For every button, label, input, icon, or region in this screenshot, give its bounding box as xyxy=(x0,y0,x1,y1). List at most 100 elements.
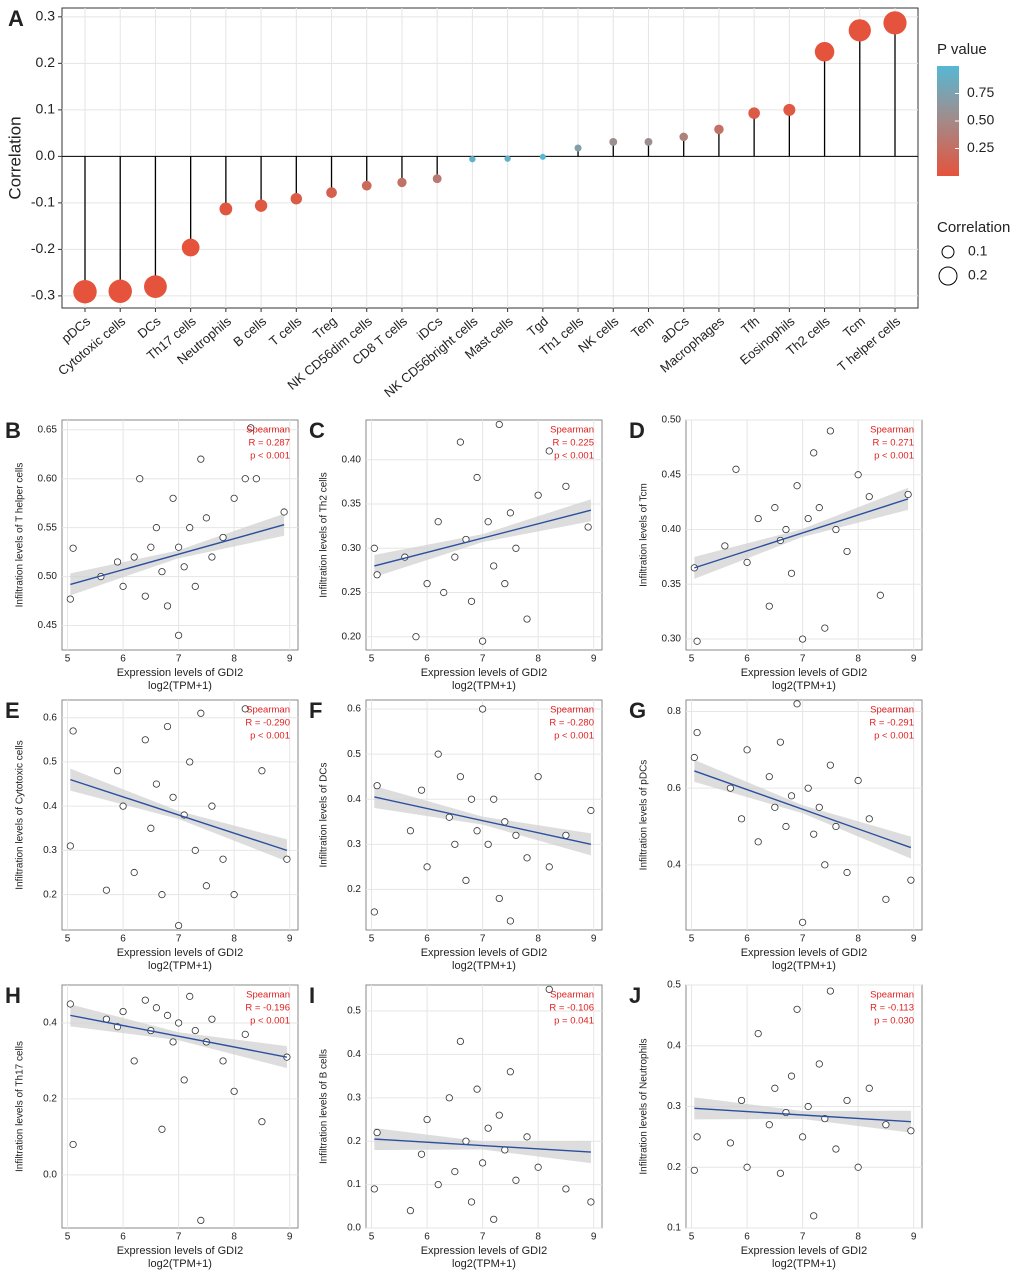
x-axis-title: Expression levels of GDI2 xyxy=(117,667,244,679)
dot xyxy=(848,19,871,42)
y-tick-label: 0.5 xyxy=(43,757,57,768)
x-tick-label: 7 xyxy=(800,654,806,665)
point xyxy=(787,569,796,577)
stat-annotation: p < 0.001 xyxy=(250,451,290,462)
x-tick-label: 9 xyxy=(591,934,597,945)
fit-line xyxy=(374,509,592,567)
y-tick-label: 0.35 xyxy=(342,499,362,510)
point xyxy=(826,427,834,435)
point xyxy=(832,822,840,831)
point xyxy=(534,1163,542,1171)
x-tick-label: 6 xyxy=(120,934,126,945)
point xyxy=(732,465,740,473)
y-tick-label: 0.4 xyxy=(347,794,361,805)
point xyxy=(787,792,796,800)
x-tick-label: 5 xyxy=(689,1232,695,1243)
point xyxy=(843,868,851,877)
stat-annotation: p < 0.001 xyxy=(554,451,594,462)
point xyxy=(119,802,127,810)
x-tick-label: 6 xyxy=(744,654,750,665)
point xyxy=(523,1133,531,1141)
point xyxy=(865,1084,873,1092)
point xyxy=(219,1057,227,1065)
y-tick-label: 0.4 xyxy=(347,1049,361,1060)
dot xyxy=(326,187,337,198)
fit-line xyxy=(694,498,909,569)
point xyxy=(445,813,453,821)
legend-title: Correlation xyxy=(937,219,1010,236)
point xyxy=(693,1133,701,1141)
point xyxy=(373,571,381,579)
y-tick-label: 0.25 xyxy=(342,587,362,598)
point xyxy=(882,895,890,903)
panel-letter: D xyxy=(629,418,645,443)
point xyxy=(821,624,829,632)
dot xyxy=(181,238,200,257)
y-tick-label: 0.6 xyxy=(347,704,361,715)
x-axis-subtitle: log2(TPM+1) xyxy=(148,1258,212,1270)
y-tick-label: 0.0 xyxy=(347,1223,361,1234)
point xyxy=(158,568,166,576)
point xyxy=(545,447,553,455)
point xyxy=(66,595,74,603)
y-tick-label: 0.3 xyxy=(347,1092,361,1103)
point xyxy=(765,1121,773,1129)
stat-annotation: Spearman xyxy=(550,990,594,1001)
point xyxy=(241,705,249,713)
point xyxy=(152,524,160,532)
point xyxy=(693,728,701,737)
point xyxy=(587,806,595,815)
point xyxy=(434,1181,442,1189)
x-axis-title: Expression levels of GDI2 xyxy=(741,947,868,959)
fit-line xyxy=(374,796,592,845)
point xyxy=(865,815,873,823)
point xyxy=(587,1198,595,1206)
point xyxy=(832,525,840,534)
point xyxy=(843,1096,851,1105)
point xyxy=(175,1019,183,1027)
point xyxy=(373,782,381,790)
y-tick-label: 0.1 xyxy=(36,101,56,117)
y-tick-label: 0.3 xyxy=(667,1101,681,1112)
point xyxy=(793,700,801,708)
point xyxy=(186,992,194,1000)
stat-annotation: p = 0.030 xyxy=(874,1016,914,1027)
point xyxy=(765,773,773,781)
legend-tick-label: 0.75 xyxy=(967,84,994,100)
point xyxy=(230,1087,238,1095)
dot xyxy=(814,41,835,62)
dot xyxy=(361,180,372,191)
point xyxy=(843,547,851,556)
x-axis-title: Expression levels of GDI2 xyxy=(117,1245,244,1257)
dot xyxy=(108,279,132,303)
point xyxy=(456,438,464,446)
x-axis-subtitle: log2(TPM+1) xyxy=(452,1258,516,1270)
point xyxy=(771,1084,779,1092)
fit-line xyxy=(694,1107,911,1123)
y-tick-label: -0.3 xyxy=(31,287,55,303)
point xyxy=(423,1115,431,1124)
point xyxy=(765,602,773,610)
y-tick-label: 0.45 xyxy=(38,620,58,631)
point xyxy=(152,1004,160,1012)
point xyxy=(197,1216,205,1225)
point xyxy=(506,1068,514,1076)
point xyxy=(258,1118,266,1126)
point xyxy=(479,1159,487,1167)
y-axis-title: Infiltration levels of B cells xyxy=(319,1049,330,1164)
x-tick-label: 8 xyxy=(855,654,861,665)
point xyxy=(197,455,205,463)
y-tick-label: 0.3 xyxy=(36,8,56,24)
point xyxy=(219,855,227,863)
x-axis-title: Expression levels of GDI2 xyxy=(741,1245,868,1257)
y-tick-label: 0.60 xyxy=(38,473,58,484)
point xyxy=(456,773,464,781)
panel-letter: A xyxy=(8,6,24,31)
stat-annotation: R = 0.287 xyxy=(249,438,290,449)
point xyxy=(501,580,509,588)
y-tick-label: 0.2 xyxy=(667,1162,681,1173)
x-tick-label: 9 xyxy=(287,934,293,945)
dot xyxy=(539,153,546,160)
dot xyxy=(219,202,233,216)
point xyxy=(158,1125,166,1133)
